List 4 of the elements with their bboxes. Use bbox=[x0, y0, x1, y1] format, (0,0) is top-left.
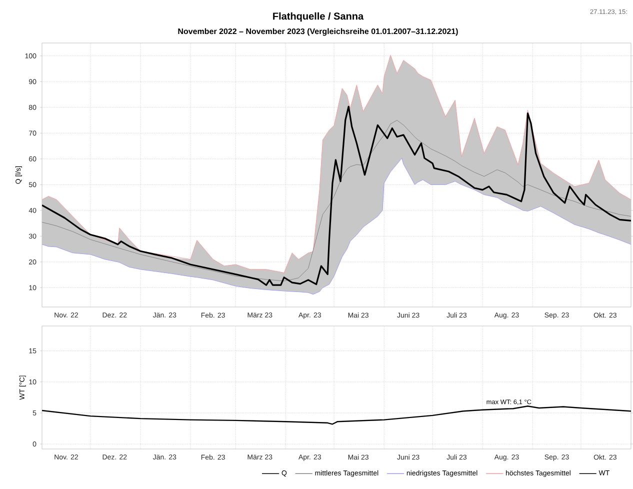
chart-subtitle: November 2022 – November 2023 (Vergleichsreihe 01.01.2007–31.12.2021) bbox=[178, 28, 458, 36]
line-series bbox=[42, 406, 631, 425]
chart-title: Flathquelle / Sanna bbox=[273, 12, 364, 22]
line-series bbox=[42, 158, 631, 295]
